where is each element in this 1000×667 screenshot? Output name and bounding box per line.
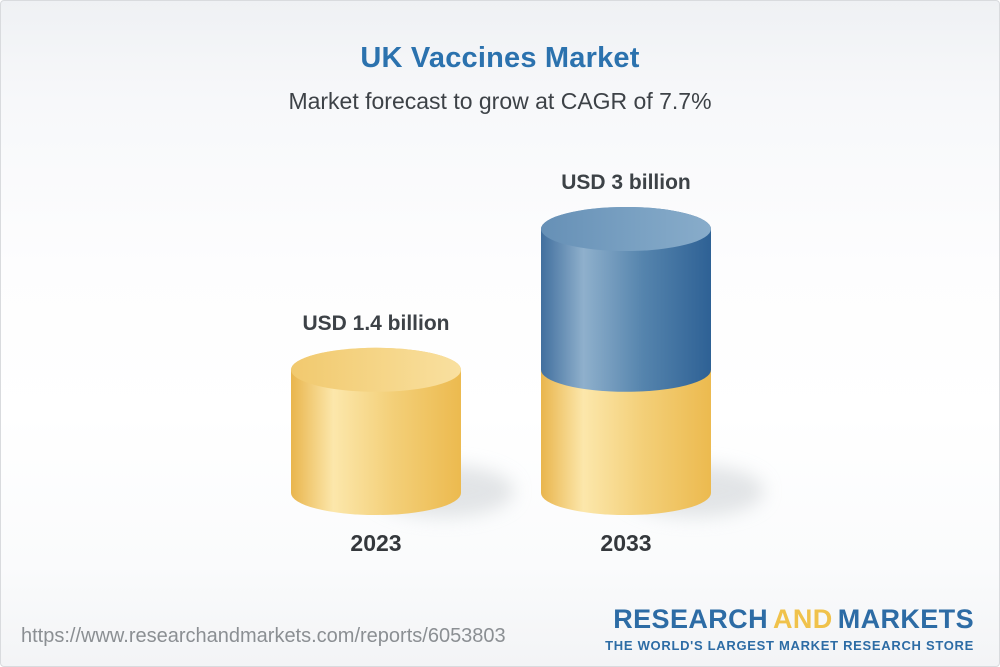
logo-word-markets: MARKETS	[837, 604, 974, 634]
cylinder-segment-market-size-2023	[291, 347, 461, 515]
cylinder-segment-forecast-growth	[541, 207, 711, 392]
page-subtitle: Market forecast to grow at CAGR of 7.7%	[288, 88, 712, 114]
logo-tagline: THE WORLD'S LARGEST MARKET RESEARCH STOR…	[605, 638, 974, 653]
research-and-markets-logo: RESEARCH AND MARKETS THE WORLD'S LARGEST M…	[605, 606, 974, 654]
value-label: USD 1.4 billion	[302, 311, 450, 335]
cylinder-top	[541, 207, 711, 251]
report-url[interactable]: https://www.researchandmarkets.com/repor…	[21, 625, 506, 647]
cylinder-top	[291, 347, 461, 392]
logo-wordmark: RESEARCH AND MARKETS	[605, 606, 974, 633]
logo-word-and: AND	[772, 604, 833, 634]
year-label: 2023	[350, 530, 402, 556]
cylinder-segment-base-2023-level	[541, 347, 711, 515]
year-label: 2033	[600, 530, 652, 556]
page-title: UK Vaccines Market	[360, 42, 640, 74]
logo-word-research: RESEARCH	[613, 604, 768, 634]
value-label: USD 3 billion	[561, 171, 691, 194]
